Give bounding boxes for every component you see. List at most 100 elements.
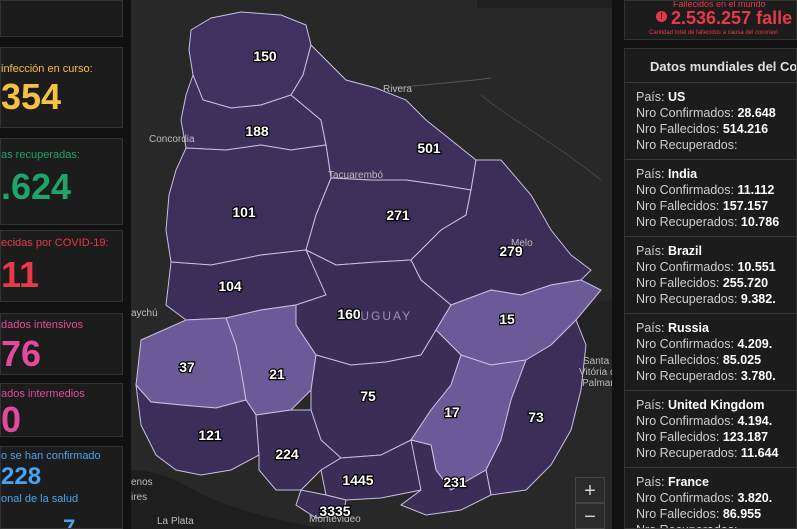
value-artigas: 150 bbox=[253, 48, 277, 64]
departments bbox=[135, 11, 602, 519]
world-deaths-card: Fallecidos en el mundo ! 2.536.257 falle… bbox=[624, 0, 797, 40]
country-recovered-value: 10.786 bbox=[740, 215, 780, 229]
country-confirmed-value: 4.194. bbox=[737, 414, 773, 428]
value-rocha: 73 bbox=[528, 409, 544, 425]
deceased-label: ecidas por COVID-19: bbox=[1, 237, 109, 249]
city-buenos-aires-1: enos bbox=[131, 477, 153, 488]
country-name-line: País: United Kingdom bbox=[636, 397, 796, 413]
country-confirmed-value: 10.551 bbox=[737, 260, 776, 274]
country-entry[interactable]: País: Brazil Nro Confirmados: 10.551 Nro F… bbox=[625, 237, 796, 314]
country-recovered-value: 11.644 bbox=[740, 446, 779, 460]
country-entry[interactable]: País: India Nro Confirmados: 11.112 Nro Fa… bbox=[625, 160, 796, 237]
deceased-value: 11 bbox=[1, 254, 40, 295]
country-confirmed-label: Nro Confirmados: bbox=[636, 491, 738, 505]
country-deceased-line: Nro Fallecidos: 255.720 bbox=[636, 275, 796, 291]
country-name-value: India bbox=[667, 167, 698, 181]
dept-montevideo[interactable] bbox=[295, 489, 347, 519]
country-name-label: País: bbox=[636, 398, 668, 412]
country-entry[interactable]: País: France Nro Confirmados: 3.820. Nro F… bbox=[625, 468, 796, 528]
country-name-value: US bbox=[667, 90, 686, 104]
value-rio-negro: 104 bbox=[218, 278, 242, 294]
map-canvas[interactable]: Rivera Concordia Tacuarembó Melo aychú S… bbox=[131, 0, 612, 529]
intensive-label: dados intensivos bbox=[1, 319, 83, 331]
country-label: URUGUAY bbox=[339, 309, 412, 323]
value-durazno: 160 bbox=[337, 306, 361, 322]
country-confirmed-label: Nro Confirmados: bbox=[636, 414, 738, 428]
country-confirmed-value: 11.112 bbox=[737, 183, 775, 197]
country-deceased-label: Nro Fallecidos: bbox=[636, 276, 723, 290]
recovered-card: as recuperadas: .624 bbox=[0, 138, 123, 225]
zoom-out-button[interactable]: − bbox=[575, 503, 605, 529]
recovered-value: .624 bbox=[1, 166, 72, 207]
country-recovered-label: Nro Recuperados: bbox=[636, 215, 741, 229]
intermediate-label: ados intermedios bbox=[1, 388, 85, 400]
city-concordia: Concordia bbox=[149, 134, 195, 145]
city-rivera: Rivera bbox=[383, 84, 412, 95]
dept-maldonado[interactable] bbox=[399, 439, 492, 516]
country-confirmed-line: Nro Confirmados: 4.209. bbox=[636, 336, 796, 352]
country-deceased-value: 514.216 bbox=[722, 122, 769, 136]
country-deceased-value: 86.955 bbox=[722, 507, 762, 521]
city-la-plata: La Plata bbox=[157, 516, 194, 527]
country-entry[interactable]: País: Russia Nro Confirmados: 4.209. Nro F… bbox=[625, 314, 796, 391]
value-montevideo: 3335 bbox=[319, 503, 350, 519]
country-confirmed-label: Nro Confirmados: bbox=[636, 260, 738, 274]
country-deceased-label: Nro Fallecidos: bbox=[636, 122, 723, 136]
city-santa-vitoria-3: Palmar bbox=[582, 378, 612, 389]
value-colonia: 121 bbox=[198, 427, 222, 443]
country-entry[interactable]: País: United Kingdom Nro Confirmados: 4.1… bbox=[625, 391, 796, 468]
city-melo: Melo bbox=[511, 238, 533, 249]
country-deceased-line: Nro Fallecidos: 85.025 bbox=[636, 352, 796, 368]
country-name-label: País: bbox=[636, 90, 668, 104]
intermediate-card: ados intermedios 0 bbox=[0, 383, 123, 437]
country-name-label: País: bbox=[636, 167, 668, 181]
info-icon: ! bbox=[656, 11, 667, 22]
dept-flores[interactable] bbox=[225, 304, 317, 416]
country-recovered-value: 9.382. bbox=[740, 292, 776, 306]
country-confirmed-line: Nro Confirmados: 10.551 bbox=[636, 259, 796, 275]
country-recovered-label: Nro Recuperados: bbox=[636, 138, 738, 152]
uruguay-map[interactable]: Rivera Concordia Tacuarembó Melo aychú S… bbox=[131, 0, 612, 529]
country-confirmed-label: Nro Confirmados: bbox=[636, 183, 738, 197]
country-confirmed-line: Nro Confirmados: 3.820. bbox=[636, 490, 796, 506]
city-montevideo: Montevideo bbox=[309, 514, 361, 525]
confirmed-card: o se han confirmado 228 onal de la salud… bbox=[0, 446, 123, 529]
country-name-label: País: bbox=[636, 244, 668, 258]
zoom-in-button[interactable]: + bbox=[575, 477, 605, 503]
country-deceased-label: Nro Fallecidos: bbox=[636, 353, 723, 367]
country-recovered-label: Nro Recuperados: bbox=[636, 292, 741, 306]
confirmed-value-2: 7 bbox=[63, 515, 76, 529]
country-deceased-value: 123.187 bbox=[722, 430, 769, 444]
country-name-value: United Kingdom bbox=[667, 398, 765, 412]
city-buenos-aires-2: ires bbox=[131, 492, 147, 503]
country-entry[interactable]: País: US Nro Confirmados: 28.648 Nro Falle… bbox=[625, 83, 796, 160]
value-san-jose: 224 bbox=[275, 446, 299, 462]
value-soriano: 37 bbox=[179, 359, 195, 375]
country-name-line: País: Russia bbox=[636, 320, 796, 336]
country-confirmed-line: Nro Confirmados: 4.194. bbox=[636, 413, 796, 429]
city-santa-vitoria-2: Vitória do bbox=[579, 367, 612, 378]
value-tacuarembo: 271 bbox=[386, 207, 410, 223]
country-recovered-line: Nro Recuperados: 9.382. bbox=[636, 291, 796, 307]
intermediate-value: 0 bbox=[1, 399, 22, 437]
world-data-panel[interactable]: Datos mundiales del Co País: US Nro Confi… bbox=[624, 48, 797, 529]
country-name-line: País: India bbox=[636, 166, 796, 182]
country-confirmed-value: 28.648 bbox=[737, 106, 776, 120]
infection-card: infección en curso: 354 bbox=[0, 47, 123, 128]
deceased-card: ecidas por COVID-19: 11 bbox=[0, 230, 123, 302]
country-deceased-value: 157.157 bbox=[722, 199, 769, 213]
country-deceased-line: Nro Fallecidos: 157.157 bbox=[636, 198, 796, 214]
country-list[interactable]: País: US Nro Confirmados: 28.648 Nro Falle… bbox=[625, 83, 796, 528]
value-canelones: 1445 bbox=[342, 472, 373, 488]
country-recovered-line: Nro Recuperados: 3.780. bbox=[636, 368, 796, 384]
country-name-value: Russia bbox=[667, 321, 709, 335]
value-cerro-largo: 279 bbox=[499, 243, 523, 259]
dept-rocha[interactable] bbox=[485, 319, 587, 496]
country-recovered-line: Nro Recuperados: 11.644 bbox=[636, 445, 796, 461]
infection-label: infección en curso: bbox=[1, 63, 93, 75]
country-deceased-label: Nro Fallecidos: bbox=[636, 430, 723, 444]
value-rivera: 501 bbox=[417, 140, 441, 156]
country-name-value: France bbox=[667, 475, 709, 489]
country-deceased-label: Nro Fallecidos: bbox=[636, 199, 723, 213]
recovered-label: as recuperadas: bbox=[1, 149, 80, 161]
